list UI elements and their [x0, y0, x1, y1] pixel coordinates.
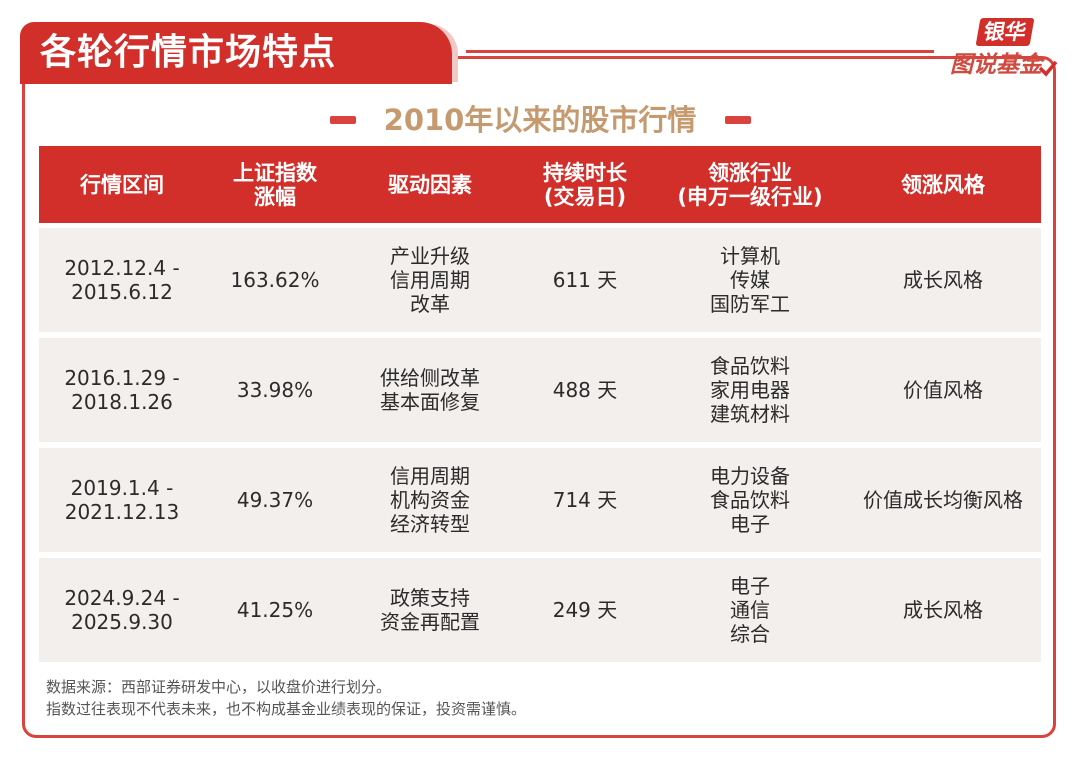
- cell-style: 价值成长均衡风格: [863, 488, 1023, 512]
- cell-industries: 电子 通信 综合: [730, 574, 770, 646]
- table-row: 2024.9.24 - 2025.9.30 41.25% 政策支持 资金再配置 …: [39, 558, 1041, 662]
- cell-industries: 食品饮料 家用电器 建筑材料: [710, 354, 790, 426]
- cell-drivers: 政策支持 资金再配置: [380, 586, 480, 634]
- title-divider: [466, 50, 934, 53]
- cell-duration: 611 天: [552, 268, 618, 292]
- cell-gain: 33.98%: [236, 378, 314, 402]
- table-header: 行情区间 上证指数 涨幅 驱动因素 持续时长 (交易日) 领涨行业 (申万一级行…: [39, 146, 1041, 223]
- cell-gain: 49.37%: [236, 488, 314, 512]
- cell-drivers: 产业升级 信用周期 改革: [390, 244, 470, 316]
- source-note: 数据来源：西部证券研发中心，以收盘价进行划分。: [46, 678, 392, 696]
- check-icon: [1038, 60, 1058, 77]
- column-header-gain: 上证指数 涨幅: [233, 160, 317, 209]
- subtitle: 2010年以来的股市行情: [383, 103, 697, 137]
- column-header-period: 行情区间: [80, 172, 164, 197]
- cell-duration: 488 天: [552, 378, 618, 402]
- cell-duration: 249 天: [552, 598, 618, 622]
- cell-drivers: 信用周期 机构资金 经济转型: [390, 464, 470, 536]
- cell-industries: 计算机 传媒 国防军工: [710, 244, 790, 316]
- column-header-duration: 持续时长 (交易日): [543, 160, 627, 209]
- table-row: 2019.1.4 - 2021.12.13 49.37% 信用周期 机构资金 经…: [39, 448, 1041, 552]
- subtitle-dash-right: [725, 116, 751, 124]
- logo-top-text: 银华: [975, 18, 1035, 46]
- footnotes: 数据来源：西部证券研发中心，以收盘价进行划分。 指数过往表现不代表未来，也不构成…: [46, 676, 526, 720]
- cell-style: 价值风格: [903, 378, 983, 402]
- cell-gain: 163.62%: [230, 268, 320, 292]
- table-row: 2012.12.4 - 2015.6.12 163.62% 产业升级 信用周期 …: [39, 228, 1041, 332]
- cell-duration: 714 天: [552, 488, 618, 512]
- brand-logo: 银华 图说基金: [942, 18, 1060, 90]
- cell-industries: 电力设备 食品饮料 电子: [710, 464, 790, 536]
- cell-drivers: 供给侧改革 基本面修复: [380, 366, 480, 414]
- cell-period: 2019.1.4 - 2021.12.13: [64, 476, 180, 524]
- subtitle-dash-left: [330, 116, 356, 124]
- cell-period: 2024.9.24 - 2025.9.30: [64, 586, 180, 634]
- cell-style: 成长风格: [903, 598, 983, 622]
- cell-style: 成长风格: [903, 268, 983, 292]
- disclaimer-note: 指数过往表现不代表未来，也不构成基金业绩表现的保证，投资需谨慎。: [46, 700, 527, 718]
- table-row: 2016.1.29 - 2018.1.26 33.98% 供给侧改革 基本面修复…: [39, 338, 1041, 442]
- title-banner: 各轮行情市场特点: [20, 22, 452, 84]
- logo-bottom-text: 图说基金: [950, 52, 1042, 78]
- cell-gain: 41.25%: [236, 598, 314, 622]
- page-title: 各轮行情市场特点: [40, 32, 337, 73]
- column-header-drivers: 驱动因素: [388, 172, 472, 197]
- cell-period: 2016.1.29 - 2018.1.26: [64, 366, 180, 414]
- cell-period: 2012.12.4 - 2015.6.12: [64, 256, 180, 304]
- column-header-style: 领涨风格: [901, 172, 985, 197]
- column-header-industries: 领涨行业 (申万一级行业): [677, 160, 823, 209]
